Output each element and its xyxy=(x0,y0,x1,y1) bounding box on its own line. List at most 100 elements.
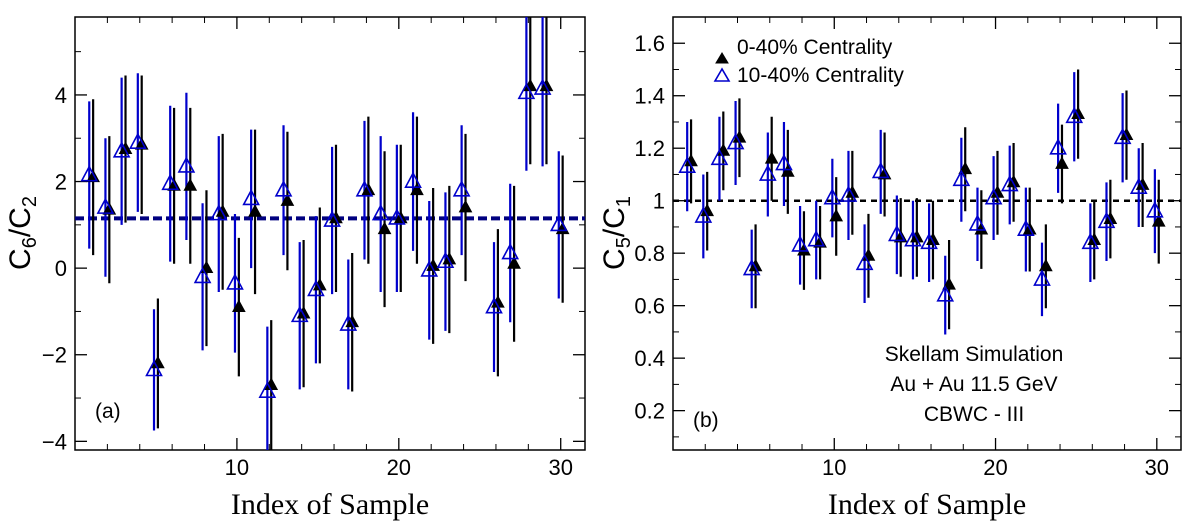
y-tick-label: 0.2 xyxy=(634,399,665,424)
y-tick-label: 4 xyxy=(55,83,67,108)
point-10-40 xyxy=(775,153,793,171)
y-axis-title-a-sub1: 6 xyxy=(19,237,41,248)
ticks-a: 10 20 30 −4 −2 0 2 4 xyxy=(42,17,585,480)
point-0-40 xyxy=(280,193,295,206)
point-10-40 xyxy=(371,203,390,221)
point-10-40 xyxy=(355,180,374,197)
point-10-40 xyxy=(1146,201,1164,218)
point-0-40 xyxy=(1087,232,1102,245)
y-tick-label: 0 xyxy=(55,256,67,281)
point-0-40 xyxy=(507,256,521,269)
point-0-40 xyxy=(215,204,230,217)
point-10-40 xyxy=(112,141,131,158)
point-0-40 xyxy=(377,221,392,235)
point-10-40 xyxy=(1097,211,1116,229)
point-0-40 xyxy=(442,251,457,265)
point-10-40 xyxy=(436,251,455,269)
point-0-40 xyxy=(764,151,779,164)
point-10-40 xyxy=(1033,269,1051,286)
point-10-40 xyxy=(96,197,115,214)
point-10-40 xyxy=(839,185,858,202)
x-axis-title-b: Index of Sample xyxy=(828,488,1026,521)
point-0-40 xyxy=(410,182,424,196)
point-0-40 xyxy=(845,185,860,198)
y-tick-label: 1 xyxy=(653,189,665,214)
x-tick-label: 30 xyxy=(1145,455,1169,480)
legend-label-0-40: 0-40% Centrality xyxy=(737,36,893,59)
point-10-40 xyxy=(501,242,520,260)
point-10-40 xyxy=(80,164,99,182)
x-tick-label: 10 xyxy=(225,455,249,480)
y-axis-title-a-sub2: 2 xyxy=(19,196,41,207)
y-tick-label: 0.6 xyxy=(634,294,665,319)
point-0-40 xyxy=(232,299,246,313)
y-tick-label: 1.6 xyxy=(634,31,665,56)
point-10-40 xyxy=(242,188,260,206)
y-tick-label: 1.4 xyxy=(634,84,665,109)
x-tick-label: 20 xyxy=(387,455,411,480)
point-10-40 xyxy=(871,161,890,179)
point-10-40 xyxy=(533,78,552,95)
point-0-40 xyxy=(118,141,133,154)
point-0-40 xyxy=(345,314,360,328)
point-10-40 xyxy=(1129,177,1148,194)
x-tick-label: 10 xyxy=(822,455,846,480)
x-axis-title-a: Index of Sample xyxy=(231,488,429,521)
point-10-40 xyxy=(1081,232,1100,250)
point-0-40 xyxy=(958,161,973,175)
point-10-40 xyxy=(307,279,325,297)
marks-a xyxy=(80,17,570,450)
panel-b: 10 20 30 0.2 0.4 0.6 0.8 1 1.2 1.4 1.6 (b) Index o… xyxy=(598,16,1182,521)
y-axis-title-b-base: C xyxy=(598,248,631,270)
point-10-40 xyxy=(920,232,938,250)
point-10-40 xyxy=(726,132,745,150)
point-10-40 xyxy=(517,82,536,100)
point-10-40 xyxy=(485,297,503,314)
y-axis-title-a: C6/C2 xyxy=(4,196,41,270)
point-0-40 xyxy=(1071,106,1085,119)
y-tick-label: −4 xyxy=(42,429,67,454)
point-0-40 xyxy=(926,232,940,245)
point-0-40 xyxy=(909,229,924,243)
point-10-40 xyxy=(1065,106,1084,124)
point-10-40 xyxy=(904,229,922,247)
point-10-40 xyxy=(274,180,293,197)
point-10-40 xyxy=(226,273,244,290)
point-10-40 xyxy=(823,187,842,205)
point-10-40 xyxy=(678,156,697,173)
panel-label-a: (a) xyxy=(95,400,121,423)
point-10-40 xyxy=(1017,219,1035,236)
point-0-40 xyxy=(1006,174,1021,188)
point-10-40 xyxy=(209,203,228,221)
point-10-40 xyxy=(339,314,358,331)
y-axis-title-a-base: C xyxy=(4,248,37,270)
plot-frame-a xyxy=(74,16,586,451)
point-0-40 xyxy=(183,178,198,191)
legend-marker-filled-triangle xyxy=(715,52,729,64)
x-tick-label: 20 xyxy=(983,455,1007,480)
point-10-40 xyxy=(452,180,471,197)
point-10-40 xyxy=(177,156,196,173)
point-10-40 xyxy=(193,266,212,284)
point-10-40 xyxy=(290,305,309,323)
marks-b xyxy=(678,69,1166,335)
point-10-40 xyxy=(936,285,955,302)
point-10-40 xyxy=(855,253,874,271)
point-0-40 xyxy=(248,204,262,217)
point-0-40 xyxy=(1055,156,1069,169)
point-10-40 xyxy=(128,132,147,149)
point-10-40 xyxy=(710,148,729,166)
point-0-40 xyxy=(748,258,763,272)
point-10-40 xyxy=(258,381,277,398)
point-10-40 xyxy=(420,260,439,277)
y-axis-title-a-slash: /C xyxy=(4,207,37,237)
point-10-40 xyxy=(758,164,777,181)
point-10-40 xyxy=(968,214,987,231)
point-0-40 xyxy=(1135,177,1150,190)
point-10-40 xyxy=(952,169,971,187)
annotation-line-3: CBWC - III xyxy=(924,403,1024,426)
annotation: Skellam Simulation Au + Au 11.5 GeV CBWC… xyxy=(885,343,1064,426)
point-10-40 xyxy=(1113,127,1132,145)
